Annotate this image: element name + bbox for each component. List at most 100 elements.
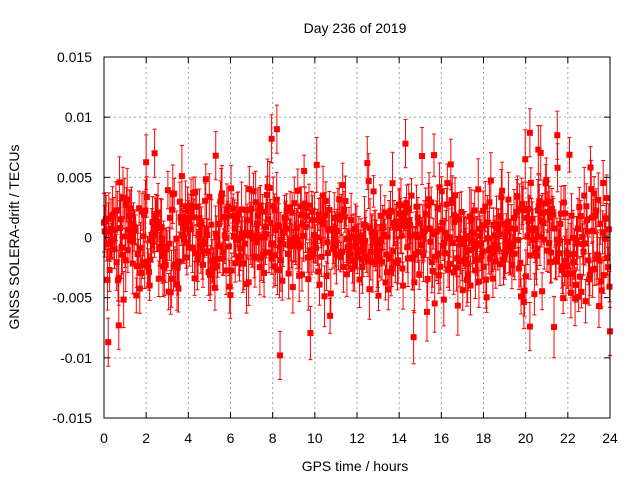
data-point — [273, 227, 280, 234]
data-point — [554, 132, 561, 139]
data-point — [152, 213, 159, 220]
data-point — [585, 257, 592, 264]
data-point — [320, 192, 327, 199]
data-point — [424, 275, 431, 282]
data-point — [122, 257, 129, 264]
data-point — [586, 276, 593, 283]
data-point — [289, 209, 296, 216]
data-point — [118, 244, 125, 251]
data-point — [582, 298, 589, 305]
data-point — [312, 240, 319, 247]
data-point — [181, 224, 188, 231]
data-point — [459, 258, 466, 265]
data-point — [496, 261, 503, 268]
data-point — [370, 188, 377, 195]
data-point — [505, 196, 512, 203]
data-point — [290, 243, 297, 250]
data-point — [351, 262, 358, 269]
data-point — [321, 293, 328, 300]
data-point — [586, 271, 593, 278]
data-point — [157, 243, 164, 250]
data-point — [181, 235, 188, 242]
x-tick-label: 18 — [476, 430, 492, 446]
data-point — [471, 207, 478, 214]
data-point — [534, 207, 541, 214]
data-point — [261, 234, 268, 241]
data-point — [376, 247, 383, 254]
data-point — [406, 218, 413, 225]
data-point — [524, 233, 531, 240]
data-point — [159, 253, 166, 260]
data-point — [517, 259, 524, 266]
data-point — [354, 252, 361, 259]
data-point — [520, 207, 527, 214]
data-point — [350, 257, 357, 264]
data-point — [416, 271, 423, 278]
data-point — [180, 232, 187, 239]
data-point — [331, 242, 338, 249]
y-tick-labels: -0.015 -0.01 -0.005 0 0.005 0.01 0.015 — [52, 49, 92, 426]
data-point — [476, 225, 483, 232]
data-point — [225, 243, 232, 250]
data-point — [373, 240, 380, 247]
data-point — [451, 219, 458, 226]
data-point — [596, 257, 603, 264]
data-point — [440, 243, 447, 250]
data-point — [245, 279, 252, 286]
data-point — [449, 199, 456, 206]
data-point — [581, 240, 588, 247]
data-point — [222, 234, 229, 241]
data-point — [499, 220, 506, 227]
data-point — [352, 226, 359, 233]
data-point — [511, 214, 518, 221]
data-point — [559, 263, 566, 270]
data-point — [244, 217, 251, 224]
data-point — [466, 247, 473, 254]
data-point — [270, 263, 277, 270]
data-point — [519, 202, 526, 209]
data-point — [265, 216, 272, 223]
data-point — [388, 265, 395, 272]
data-point — [404, 255, 411, 262]
y-tick-label: 0.015 — [57, 49, 92, 65]
data-point — [226, 283, 233, 290]
data-point — [499, 187, 506, 194]
data-point — [269, 240, 276, 247]
data-point — [477, 232, 484, 239]
data-point — [420, 251, 427, 258]
data-point — [393, 218, 400, 225]
data-point — [106, 267, 113, 274]
data-point — [248, 206, 255, 213]
data-point — [202, 197, 209, 204]
data-point — [211, 284, 218, 291]
data-point — [173, 235, 180, 242]
data-point — [265, 249, 272, 256]
data-point — [322, 212, 329, 219]
data-point — [478, 240, 485, 247]
data-point — [412, 250, 419, 257]
data-point — [207, 271, 214, 278]
data-point — [105, 215, 112, 222]
data-point — [598, 278, 605, 285]
data-point — [287, 204, 294, 211]
data-point — [155, 275, 162, 282]
data-point — [105, 339, 112, 346]
data-point — [500, 256, 507, 263]
data-point — [428, 199, 435, 206]
data-point — [400, 217, 407, 224]
data-point — [401, 212, 408, 219]
data-point — [527, 252, 534, 259]
x-tick-label: 4 — [184, 430, 192, 446]
data-point — [261, 269, 268, 276]
data-point — [423, 308, 430, 315]
data-point — [250, 188, 257, 195]
data-point — [263, 223, 270, 230]
data-point — [275, 223, 282, 230]
data-point — [385, 286, 392, 293]
data-point — [468, 216, 475, 223]
data-point — [158, 223, 165, 230]
data-point — [435, 272, 442, 279]
data-point — [145, 269, 152, 276]
x-tick-label: 12 — [349, 430, 365, 446]
data-point — [399, 265, 406, 272]
